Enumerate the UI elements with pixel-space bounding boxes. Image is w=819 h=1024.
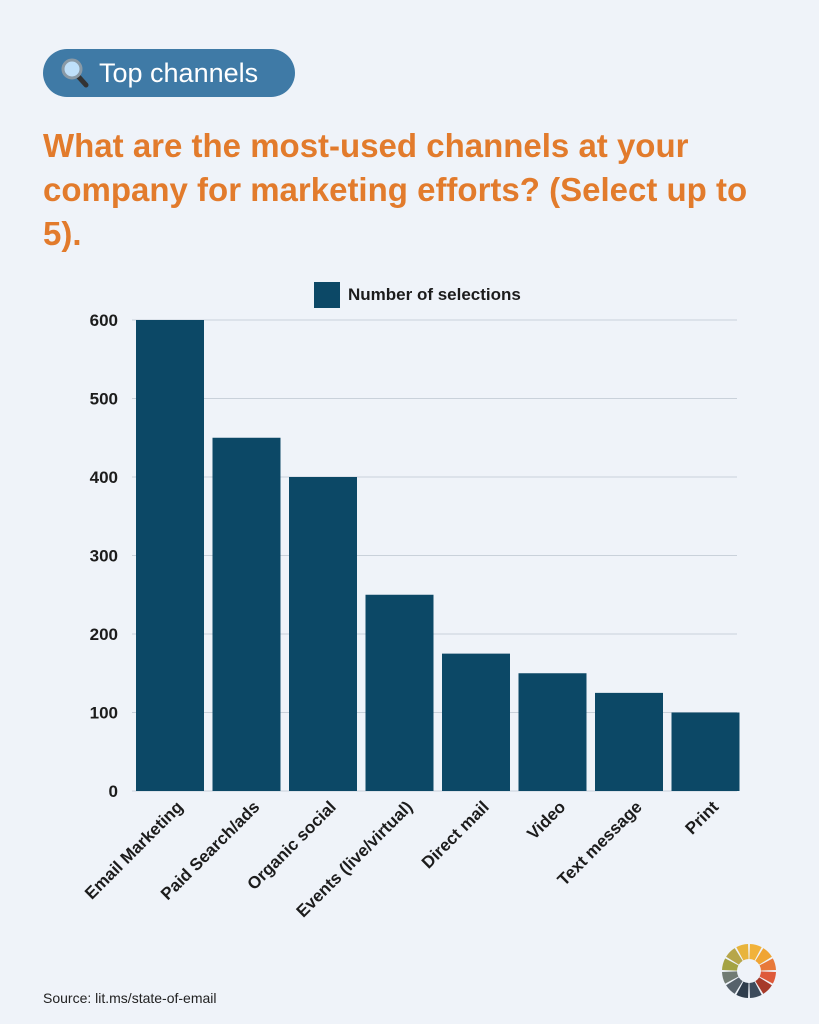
y-tick-label: 600 [90, 311, 118, 330]
source-note: Source: lit.ms/state-of-email [43, 990, 217, 1006]
bar [671, 712, 740, 791]
logo-segment [759, 971, 776, 984]
x-tick-label: Direct mail [418, 797, 493, 872]
y-tick-label: 100 [90, 704, 118, 723]
bar [442, 653, 510, 791]
page-title: What are the most-used channels at your … [43, 127, 748, 252]
logo-segment [749, 944, 762, 961]
logo-segment [722, 971, 739, 984]
y-tick-label: 300 [90, 547, 118, 566]
bar [365, 594, 434, 791]
logo-segment [726, 977, 743, 994]
bar [212, 437, 281, 791]
bar [518, 673, 587, 791]
logo-segment [749, 981, 762, 998]
topic-badge: Top channels [43, 49, 295, 97]
logo-segment [726, 948, 743, 965]
bar [289, 477, 357, 791]
logo-segment [736, 944, 749, 961]
logo-segment [755, 948, 772, 965]
brand-logo [722, 944, 776, 998]
logo-segment [759, 958, 776, 971]
x-tick-label: Print [682, 797, 723, 838]
y-tick-label: 400 [90, 468, 118, 487]
bar [136, 320, 204, 791]
logo-segment [736, 981, 749, 998]
logo-segment [755, 977, 772, 994]
y-tick-label: 0 [109, 782, 118, 801]
x-tick-label: Video [523, 797, 569, 843]
y-tick-label: 200 [90, 625, 118, 644]
magnifying-glass-icon [61, 58, 89, 88]
bar [595, 692, 663, 791]
legend: Number of selections [314, 282, 521, 308]
logo-segment [722, 958, 739, 971]
legend-label: Number of selections [348, 285, 521, 304]
badge-label: Top channels [99, 57, 259, 88]
y-tick-label: 500 [90, 390, 118, 409]
legend-swatch [314, 282, 340, 308]
